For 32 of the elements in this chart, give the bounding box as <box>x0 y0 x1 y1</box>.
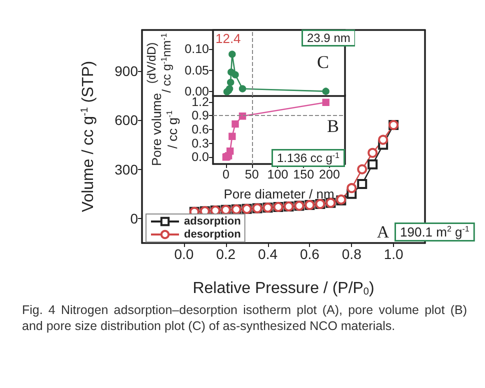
caption: Fig. 4 Nitrogen adsorption–desorption isotherm plot (A), pore volume plot (B) and pore size distribution plot (C) of as-synthesized NCO materials. <box>22 302 467 334</box>
annotation: 23.9 nm <box>307 31 350 45</box>
x-tick-label: 150 <box>293 168 314 182</box>
x-axis-title: Pore diameter / nm <box>224 186 334 202</box>
y-tick-label: 0.0 <box>192 150 210 164</box>
y-tick-label: 0.6 <box>192 122 210 136</box>
y-tick-label: 1.2 <box>192 94 210 109</box>
x-tick-label: 200 <box>319 168 340 182</box>
legend-label: adsorption <box>184 216 242 228</box>
y-tick-label: 0 <box>130 210 138 226</box>
annotation: 12.4 <box>215 30 241 46</box>
y-tick-label: 600 <box>114 112 138 128</box>
x-tick-label: 0 <box>222 168 230 182</box>
annotation: B <box>326 116 340 136</box>
y-tick-label: 0.3 <box>192 136 210 150</box>
y-axis-title: Volume / cc g-1 (STP) <box>80 60 97 212</box>
x-tick-label: 50 <box>244 168 259 182</box>
x-tick-label: 0.0 <box>174 246 194 262</box>
y-tick-label: 0.05 <box>184 63 210 78</box>
x-tick-label: 0.6 <box>300 246 320 262</box>
x-tick-label: 100 <box>267 168 288 182</box>
annotation: C <box>316 52 330 72</box>
x-tick-label: 0.2 <box>216 246 236 262</box>
x-tick-label: 0.4 <box>258 246 278 262</box>
x-tick-label: 0.8 <box>342 246 362 262</box>
y-tick-label: 900 <box>114 62 138 79</box>
legend-label: desorption <box>184 228 242 240</box>
x-tick-label: 1.0 <box>384 246 404 262</box>
y-tick-label: 300 <box>114 161 138 178</box>
y-tick-label: 0.10 <box>184 42 210 56</box>
y-tick-label: 0.9 <box>192 108 210 123</box>
annotation: A <box>376 222 390 242</box>
